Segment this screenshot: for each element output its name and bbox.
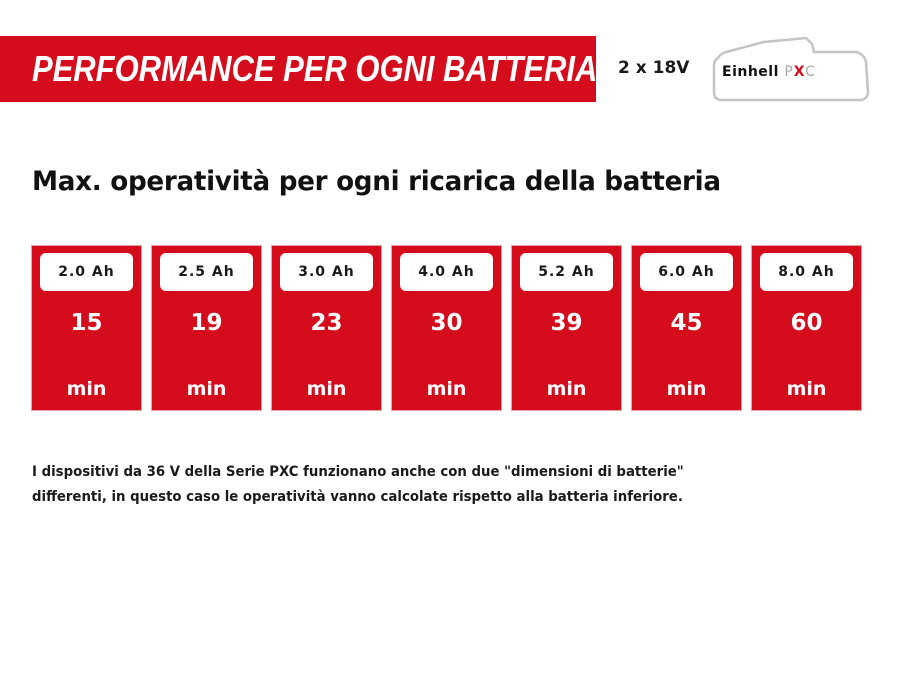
logo-text: Einhell PXC (722, 64, 816, 80)
runtime-card: 2.0 Ah 15 min (32, 246, 141, 410)
logo-series-c: C (805, 64, 816, 80)
runtime-unit: min (786, 378, 827, 400)
runtime-cards: 2.0 Ah 15 min 2.5 Ah 19 min 3.0 Ah 23 mi… (32, 246, 861, 410)
runtime-card: 6.0 Ah 45 min (632, 246, 741, 410)
banner-title: PERFORMANCE PER OGNI BATTERIA (32, 48, 598, 89)
section-heading: Max. operatività per ogni ricarica della… (32, 166, 721, 197)
einhell-pxc-logo: Einhell PXC (708, 36, 872, 104)
runtime-unit: min (546, 378, 587, 400)
runtime-card: 8.0 Ah 60 min (752, 246, 861, 410)
battery-capacity-label: 2.0 Ah (40, 253, 133, 291)
runtime-value: 39 (550, 310, 583, 336)
battery-capacity-label: 8.0 Ah (760, 253, 853, 291)
runtime-unit: min (306, 378, 347, 400)
runtime-value: 45 (670, 310, 703, 336)
battery-capacity-label: 3.0 Ah (280, 253, 373, 291)
runtime-value: 60 (790, 310, 823, 336)
runtime-value: 30 (430, 310, 463, 336)
footnote: I dispositivi da 36 V della Serie PXC fu… (32, 460, 795, 510)
runtime-card: 3.0 Ah 23 min (272, 246, 381, 410)
runtime-value: 23 (310, 310, 343, 336)
battery-outline-icon (712, 36, 870, 102)
logo-brand: Einhell (722, 64, 779, 80)
battery-capacity-label: 6.0 Ah (640, 253, 733, 291)
runtime-value: 15 (70, 310, 103, 336)
footnote-line-2: differenti, in questo caso le operativit… (32, 489, 683, 505)
runtime-card: 4.0 Ah 30 min (392, 246, 501, 410)
runtime-unit: min (666, 378, 707, 400)
runtime-unit: min (186, 378, 227, 400)
logo-series-p: P (784, 64, 794, 80)
voltage-label: 2 x 18V (618, 58, 690, 78)
title-banner: PERFORMANCE PER OGNI BATTERIA (0, 36, 598, 102)
battery-capacity-label: 5.2 Ah (520, 253, 613, 291)
runtime-value: 19 (190, 310, 223, 336)
runtime-unit: min (426, 378, 467, 400)
logo-series-x: X (793, 64, 806, 80)
battery-capacity-label: 4.0 Ah (400, 253, 493, 291)
runtime-card: 2.5 Ah 19 min (152, 246, 261, 410)
runtime-unit: min (66, 378, 107, 400)
footnote-line-1: I dispositivi da 36 V della Serie PXC fu… (32, 464, 684, 480)
runtime-card: 5.2 Ah 39 min (512, 246, 621, 410)
battery-capacity-label: 2.5 Ah (160, 253, 253, 291)
